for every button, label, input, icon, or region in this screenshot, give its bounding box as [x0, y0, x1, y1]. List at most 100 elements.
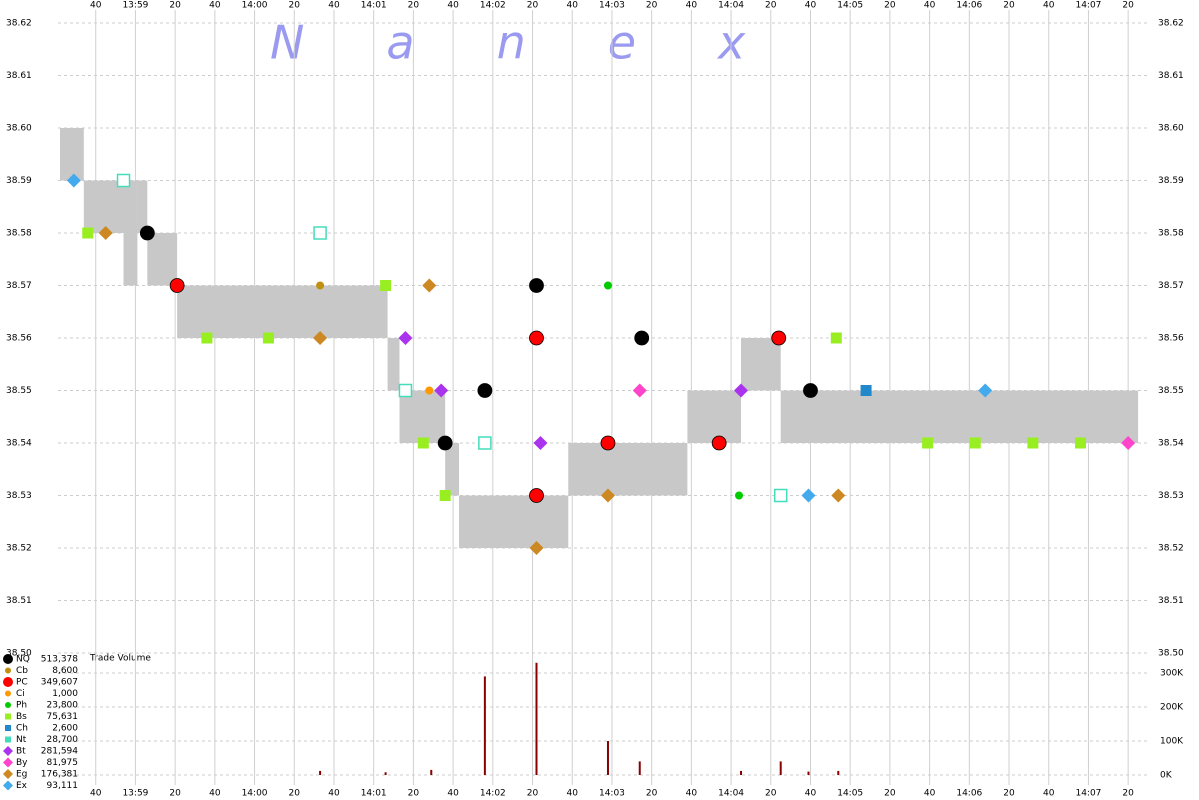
legend-name: Ch — [16, 724, 28, 734]
legend-total: 75,631 — [47, 712, 79, 722]
trade — [860, 385, 872, 396]
trade — [733, 383, 748, 398]
trade — [600, 488, 615, 503]
volume-tick-label: 100K — [1160, 737, 1184, 747]
trade — [66, 173, 81, 188]
trade — [169, 278, 185, 293]
volume-title: Trade Volume — [89, 654, 151, 664]
y-tick-label: 38.52 — [6, 544, 32, 554]
x-tick-label: 14:00 — [242, 789, 268, 799]
x-tick-label-top: 20 — [289, 1, 301, 11]
y-tick-label: 38.62 — [6, 19, 32, 29]
legend-name: NQ — [16, 655, 30, 665]
x-tick-label: 20 — [646, 789, 658, 799]
trade — [139, 225, 155, 241]
legend-marker — [3, 677, 13, 687]
y-tick-label: 38.50 — [6, 649, 32, 659]
legend-marker — [5, 667, 11, 674]
x-tick-label: 40 — [924, 789, 936, 799]
x-tick-label-top: 13:59 — [122, 1, 148, 11]
trade — [922, 437, 934, 449]
x-tick-label: 20 — [408, 789, 420, 799]
y-tick-label: 38.54 — [6, 439, 32, 449]
nbbo-band — [445, 443, 460, 496]
nbbo-band — [459, 495, 569, 548]
volume-bar — [638, 761, 641, 775]
trade — [313, 331, 328, 345]
x-tick-label: 14:04 — [718, 789, 744, 799]
legend-marker — [3, 757, 13, 768]
trade — [603, 281, 612, 290]
y-tick-label: 38.61 — [6, 71, 32, 81]
nbbo-band — [687, 390, 741, 443]
y-tick-label-right: 38.60 — [1158, 124, 1184, 134]
x-tick-label: 40 — [90, 789, 102, 799]
volume-bar — [384, 772, 387, 775]
y-tick-label: 38.55 — [6, 386, 32, 396]
trade — [478, 436, 492, 450]
y-tick-label: 38.53 — [6, 491, 32, 501]
x-tick-label: 14:02 — [480, 789, 506, 799]
volume-bar — [779, 761, 782, 775]
x-tick-label-top: 14:07 — [1075, 1, 1101, 11]
y-tick-label-right: 38.51 — [1158, 596, 1184, 606]
trade — [425, 386, 434, 395]
x-tick-label-top: 14:01 — [361, 1, 387, 11]
trade — [711, 435, 727, 451]
x-tick-label-top: 40 — [90, 1, 102, 11]
volume-bar — [807, 771, 810, 775]
trade — [735, 491, 744, 500]
x-tick-label-top: 40 — [924, 1, 936, 11]
x-tick-label-top: 40 — [209, 1, 221, 11]
trade — [771, 330, 787, 346]
trade — [437, 435, 453, 451]
legend-marker — [3, 780, 13, 791]
y-tick-label-right: 38.59 — [1158, 176, 1184, 186]
legend-marker — [3, 769, 13, 779]
x-tick-label: 40 — [209, 789, 221, 799]
trade — [600, 435, 616, 451]
trade — [422, 278, 437, 293]
volume-bar — [430, 769, 433, 775]
volume-bar — [319, 770, 322, 775]
nbbo-band — [83, 180, 124, 233]
x-tick-label: 20 — [1003, 789, 1015, 799]
trade — [380, 280, 392, 291]
x-tick-label-top: 40 — [328, 1, 340, 11]
x-tick-label-top: 20 — [646, 1, 658, 11]
y-tick-label-right: 38.58 — [1158, 229, 1184, 239]
nbbo-band — [740, 338, 781, 391]
x-tick-label-top: 20 — [527, 1, 539, 11]
x-tick-label: 14:06 — [956, 789, 982, 799]
trade — [529, 541, 544, 555]
x-tick-label: 20 — [289, 789, 301, 799]
legend-name: Cb — [16, 666, 28, 676]
y-tick-label: 38.58 — [6, 229, 32, 239]
x-tick-label: 20 — [169, 789, 181, 799]
x-tick-label: 20 — [527, 789, 539, 799]
legend-total: 513,378 — [41, 655, 78, 665]
trade — [262, 332, 274, 344]
x-tick-label-top: 14:02 — [480, 1, 506, 11]
x-tick-label: 40 — [1043, 789, 1055, 799]
nbbo-band — [137, 180, 148, 233]
y-tick-label-right: 38.62 — [1158, 19, 1184, 29]
watermark: Nanex — [270, 16, 827, 70]
legend-name: Nt — [16, 735, 27, 745]
y-tick-label-right: 38.54 — [1158, 439, 1184, 449]
trade — [313, 226, 327, 240]
trade — [116, 173, 131, 188]
trade — [98, 226, 113, 240]
x-tick-label-top: 20 — [765, 1, 777, 11]
x-tick-label: 13:59 — [122, 789, 148, 799]
nbbo-band — [59, 128, 84, 181]
legend-total: 28,700 — [47, 735, 79, 745]
trade — [1121, 436, 1136, 450]
trade — [529, 488, 544, 503]
legend-total: 2,600 — [52, 724, 78, 734]
legend-marker — [5, 690, 11, 697]
volume-bar — [739, 770, 742, 775]
legend-marker — [5, 725, 11, 731]
trade — [1075, 437, 1087, 449]
volume-bar — [483, 676, 486, 775]
